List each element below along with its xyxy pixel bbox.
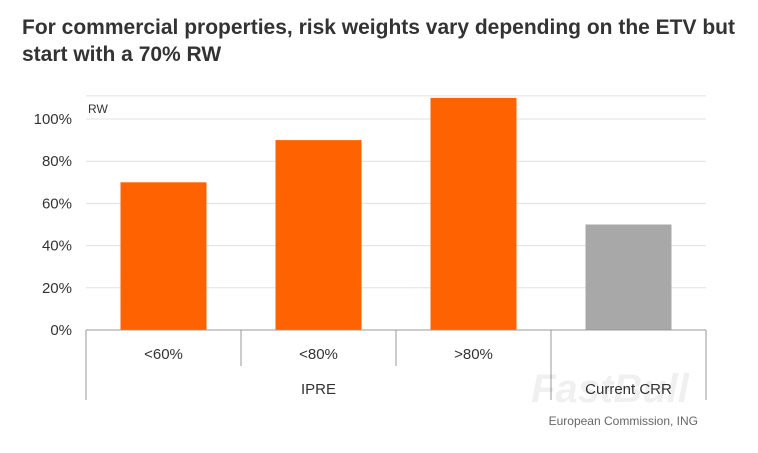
group-label: Current CRR (585, 381, 672, 398)
x-tick-label: >80% (454, 346, 493, 363)
bar-2 (275, 140, 362, 330)
bar-4 (585, 224, 672, 330)
group-label: IPRE (301, 381, 336, 398)
source-note: European Commission, ING (548, 414, 698, 428)
y-tick-label: 100% (34, 111, 72, 128)
x-tick-label: <60% (144, 346, 183, 363)
y-axis-label: RW (88, 102, 108, 116)
x-tick-label: <80% (299, 346, 338, 363)
y-tick-label: 60% (42, 195, 72, 212)
y-tick-label: 40% (42, 238, 72, 255)
bar-3 (430, 97, 517, 331)
bar-1 (120, 182, 207, 330)
y-tick-label: 20% (42, 280, 72, 297)
watermark: FastBull (531, 367, 690, 411)
y-tick-label: 80% (42, 153, 72, 170)
y-tick-label: 0% (50, 322, 72, 339)
chart-title: For commercial properties, risk weights … (22, 16, 735, 66)
